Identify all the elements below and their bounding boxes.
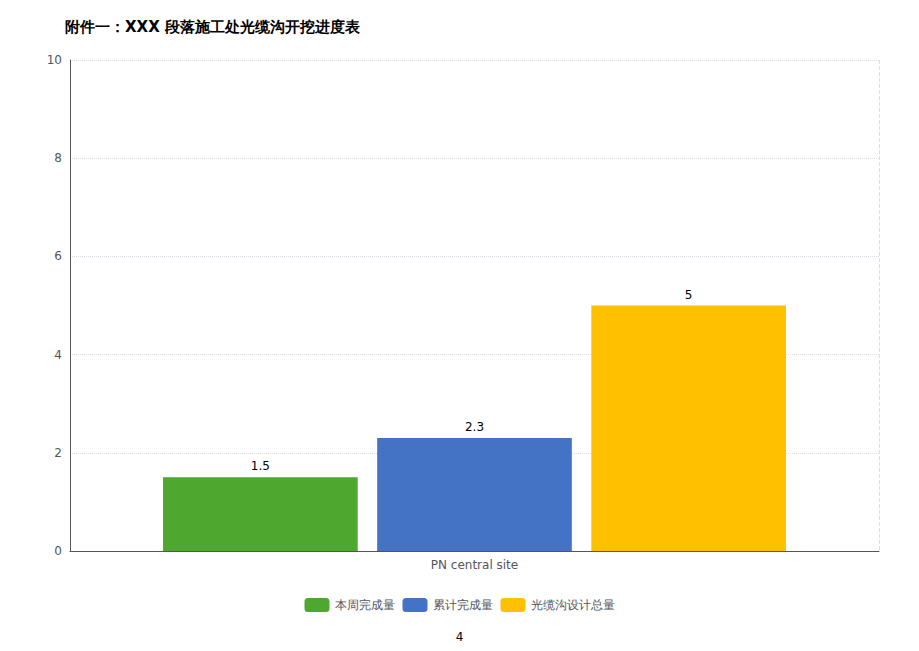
svg-text:4: 4 (456, 630, 464, 644)
svg-text:0: 0 (54, 544, 62, 558)
svg-text:2: 2 (54, 446, 62, 460)
svg-text:附件一：XXX 段落施工处光缆沟开挖进度表: 附件一：XXX 段落施工处光缆沟开挖进度表 (65, 18, 361, 36)
svg-text:PN central site: PN central site (431, 558, 518, 572)
svg-text:8: 8 (54, 151, 62, 165)
svg-text:2.3: 2.3 (465, 420, 484, 434)
svg-text:10: 10 (47, 53, 62, 67)
svg-text:5: 5 (685, 288, 693, 302)
svg-text:1.5: 1.5 (251, 459, 270, 473)
svg-text:本周完成量: 本周完成量 (335, 598, 395, 612)
svg-text:累计完成量: 累计完成量 (433, 598, 493, 612)
svg-text:光缆沟设计总量: 光缆沟设计总量 (531, 598, 615, 612)
svg-text:6: 6 (54, 249, 62, 263)
svg-text:4: 4 (54, 348, 62, 362)
